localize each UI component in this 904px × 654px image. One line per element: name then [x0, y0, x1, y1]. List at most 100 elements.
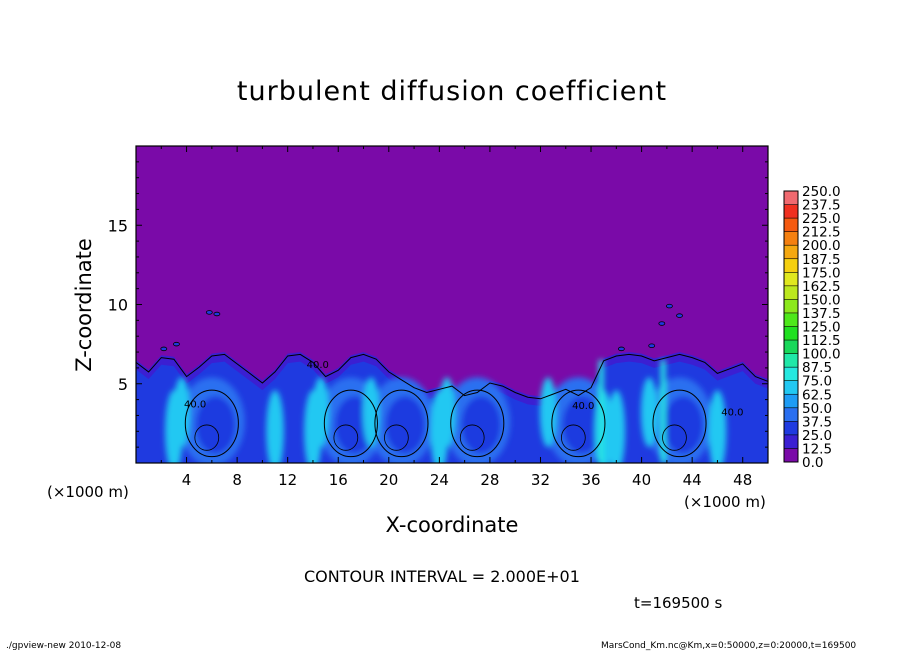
colorbar-swatch	[784, 326, 798, 341]
x-tick-label: 40	[632, 471, 651, 489]
footer-left-text: ./gpview-new 2010-12-08	[6, 641, 122, 651]
contour-fleck	[648, 343, 656, 348]
colorbar-label: 137.5	[802, 306, 841, 322]
x-tick-label: 28	[480, 471, 499, 489]
contour-fleck	[617, 346, 625, 352]
chart-title: turbulent diffusion coefficient	[236, 76, 668, 107]
eddy-core	[385, 396, 425, 454]
updraft-column	[598, 359, 604, 463]
contour-labels: 40.0 40.0 40.0 40.0	[184, 360, 743, 419]
contour-interval-text: CONTOUR INTERVAL = 2.000E+01	[304, 567, 580, 586]
eddy-core	[562, 396, 602, 454]
x-tick-label: 36	[581, 471, 600, 489]
contour-fleck	[213, 311, 221, 317]
eddy-core	[663, 396, 704, 454]
colorbar-swatch	[784, 258, 798, 273]
contour-fleck	[205, 310, 213, 315]
contour-fleck	[666, 303, 673, 309]
heatmap-plot-area: 40.0 40.0 40.0 40.0	[135, 145, 769, 464]
colorbar-label: 100.0	[802, 347, 841, 363]
colorbar-swatch	[784, 285, 798, 300]
contour-fleck	[658, 321, 666, 326]
colorbar-label: 212.5	[802, 225, 841, 241]
contour-eddy-inner	[560, 424, 586, 451]
colorbar-label: 175.0	[802, 265, 841, 281]
colorbar-label: 0.0	[802, 455, 823, 471]
contour-label: 40.0	[307, 360, 329, 371]
colorbar-swatch	[784, 340, 798, 354]
contour-eddy	[323, 389, 378, 458]
colorbar-swatch	[784, 421, 798, 436]
x-tick-label: 8	[232, 471, 242, 489]
eddy-core	[195, 396, 236, 454]
colorbar-label: 250.0	[802, 184, 841, 200]
x-tick-label: 16	[329, 471, 348, 489]
x-axis-ticks: 4 8 12 16 20 24 28 32 36 40 44 48	[160, 146, 752, 489]
colorbar-label: 125.0	[802, 320, 841, 336]
contour-fleck	[676, 313, 683, 318]
contour-label: 40.0	[721, 407, 743, 418]
colorbar-label: 150.0	[802, 292, 841, 308]
colorbar-swatch	[784, 218, 798, 232]
time-label: t=169500 s	[634, 594, 723, 612]
colorbar-swatch	[784, 394, 798, 409]
colorbar-swatch	[784, 434, 798, 449]
shear-streak	[266, 390, 284, 463]
contour-eddy-inner	[459, 424, 485, 451]
x-tick-label: 24	[430, 471, 449, 489]
x-tick-label: 48	[733, 471, 752, 489]
contour-eddy	[374, 389, 429, 458]
y-axis-label: Z-coordinate	[72, 238, 96, 372]
y-tick-label: 15	[108, 216, 128, 235]
shear-streak	[430, 390, 449, 463]
colorbar-label: 187.5	[802, 252, 841, 268]
x-tick-label: 4	[182, 471, 192, 489]
x-tick-label: 32	[531, 471, 550, 489]
contour-top	[136, 353, 768, 400]
colorbar-label: 50.0	[802, 401, 832, 417]
colorbar-label: 200.0	[802, 238, 841, 254]
footer-right-text: MarsCond_Km.nc@Km,x=0:50000,z=0:20000,t=…	[601, 641, 857, 651]
y-tick-label: 5	[118, 375, 128, 394]
colorbar-swatch	[784, 272, 798, 287]
colorbar-swatch	[784, 353, 798, 368]
x-tick-label: 20	[379, 471, 398, 489]
colorbar-label: 225.0	[802, 211, 841, 227]
colorbar-label: 162.5	[802, 279, 841, 295]
x-axis-label: X-coordinate	[0, 513, 904, 537]
colorbar-swatch	[784, 312, 798, 327]
colorbar-label: 62.5	[802, 387, 832, 403]
colorbar-swatch	[784, 367, 798, 381]
y-axis-ticks: 5 10 15	[108, 161, 768, 448]
shear-streak	[304, 390, 322, 463]
contour-eddy	[652, 389, 707, 458]
colorbar: 0.012.525.037.550.062.575.087.5100.0112.…	[783, 184, 841, 471]
colorbar-swatch	[784, 204, 798, 219]
x-axis-label-text: X-coordinate	[385, 513, 519, 537]
contour-eddy	[551, 389, 606, 458]
x-tick-label: 44	[683, 471, 702, 489]
eddy-core	[461, 396, 501, 454]
shear-streak	[607, 390, 626, 463]
contour-label: 40.0	[184, 400, 206, 411]
contour-eddy-inner	[333, 424, 359, 451]
colorbar-swatch	[784, 231, 798, 246]
colorbar-label: 87.5	[802, 360, 832, 376]
colorbar-swatch	[784, 380, 798, 395]
contour-fleck	[173, 341, 180, 347]
colorbar-label: 75.0	[802, 374, 832, 390]
contour-eddy-inner	[662, 424, 687, 451]
shear-streak	[165, 390, 183, 463]
contour-eddy-inner	[194, 424, 220, 451]
contour-eddy	[184, 389, 239, 458]
colorbar-swatch	[784, 245, 798, 260]
colorbar-label: 237.5	[802, 198, 841, 214]
contour-lines	[136, 303, 768, 458]
y-tick-label: 10	[108, 296, 128, 315]
colorbar-swatch	[784, 448, 798, 463]
colorbar-swatch	[784, 191, 798, 205]
colorbar-swatch	[784, 299, 798, 314]
colorbar-label: 37.5	[802, 414, 832, 430]
contour-eddy	[450, 389, 505, 458]
